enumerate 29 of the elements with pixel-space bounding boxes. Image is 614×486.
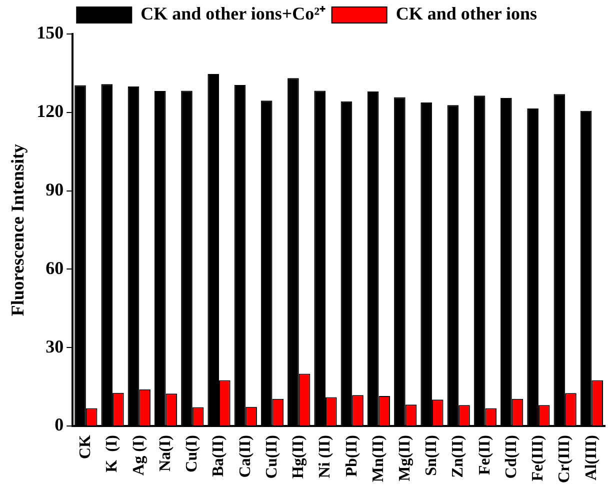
y-tick-label: 30 — [46, 336, 64, 356]
x-tick-label: Cd(II) — [502, 435, 520, 479]
x-tick-label: K (I) — [104, 435, 121, 472]
x-tick-label: Fe(III) — [530, 435, 547, 482]
x-tick-label: CK — [77, 434, 94, 460]
x-tick-label: Al(III) — [582, 435, 600, 480]
x-tick-label: Pb(II) — [343, 435, 360, 477]
x-tick-label: Mn(II) — [370, 435, 387, 482]
y-tick-label: 150 — [36, 22, 64, 43]
y-tick-label: 0 — [54, 414, 64, 435]
x-tick-label: Na(I) — [156, 435, 174, 472]
y-tick-label: 120 — [36, 101, 64, 122]
x-tick-label: Hg(II) — [290, 435, 308, 479]
y-tick-label: 90 — [46, 179, 64, 200]
y-tick-label: 60 — [46, 258, 64, 278]
x-tick-label: Zn(II) — [450, 435, 467, 478]
legend-label: CK and other ions+Co²⁺ — [140, 4, 326, 24]
x-tick-label: Ni (II) — [316, 435, 334, 478]
x-tick-label: Ag (I) — [130, 435, 148, 476]
x-tick-label: Ca(II) — [236, 435, 254, 478]
x-tick-label: Fe(II) — [476, 435, 494, 475]
x-tick-label: Mg(II) — [396, 435, 414, 482]
x-tick-label: Cu(I) — [184, 435, 201, 472]
x-tick-label: Sn(II) — [423, 435, 440, 476]
x-tick-label: Cu(II) — [263, 435, 280, 479]
legend-label: CK and other ions — [396, 4, 538, 24]
x-tick-label: Ba(II) — [210, 435, 228, 477]
x-tick-label: Cr(III) — [556, 435, 574, 484]
y-axis-title: Fluorescence Intensity — [7, 144, 28, 316]
